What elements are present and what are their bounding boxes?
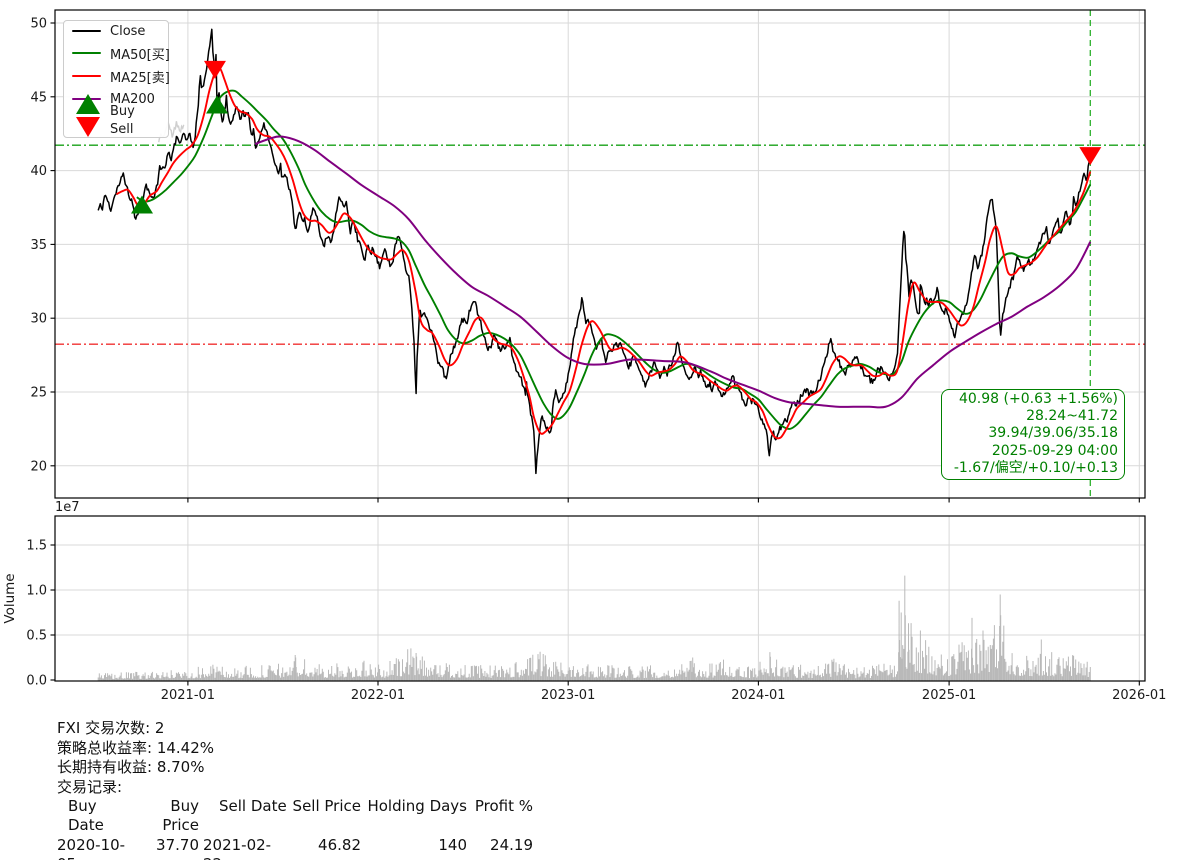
volume-offset-label: 1e7: [55, 500, 80, 515]
cell: 2021-02-22: [203, 835, 272, 860]
price-tick-label: 45: [30, 90, 47, 105]
date-tick-label: 2025-01: [922, 688, 976, 703]
legend-item-close: Close: [64, 21, 145, 41]
close-line-swatch-icon: [72, 29, 101, 33]
trade-count-line: FXI 交易次数: 2: [57, 719, 165, 737]
ma50-line: [136, 89, 1092, 430]
cell: 24.19: [490, 835, 533, 854]
date-tick-label: 2022-01: [351, 688, 405, 703]
strategy-return-line: 策略总收益率: 14.42%: [57, 738, 215, 757]
close-line: [97, 28, 1092, 475]
volume-tick-label: 0.0: [26, 674, 47, 689]
volume-panel-border: [54, 515, 1146, 682]
ma50-line-swatch-icon: [72, 51, 101, 55]
price-tick-label: 20: [30, 459, 47, 474]
volume-tick-label: 1.5: [26, 539, 47, 554]
annotation-date-line: 2025-09-29 04:00: [991, 442, 1118, 459]
price-tick-label: 35: [30, 238, 47, 253]
legend: Close MA50[买] MA25[卖] MA200 Buy Sell: [63, 20, 170, 138]
ma25-line: [116, 66, 1092, 440]
volume-bars: [97, 575, 1091, 681]
price-panel-border: [54, 9, 1146, 499]
legend-label: MA200: [110, 91, 155, 107]
annotation-signal-line: -1.67/偏空/+0.10/+0.13: [953, 459, 1118, 476]
legend-label: MA50[买]: [110, 47, 170, 63]
date-tick-label: 2023-01: [541, 688, 595, 703]
sell-marker: [203, 60, 226, 79]
legend-label-sell: Sell: [110, 122, 134, 137]
price-tick-label: 40: [30, 164, 47, 179]
col-buy-date: Buy Date: [68, 797, 104, 835]
price-tick-label: 25: [30, 386, 47, 401]
volume-tick-label: 0.5: [26, 629, 47, 644]
legend-label: Close: [110, 23, 146, 39]
cell: 2020-10-05: [57, 835, 126, 860]
col-sell-date: Sell Date: [219, 797, 287, 815]
buy-triangle-icon: [76, 94, 100, 114]
col-holding-days: Holding Days: [367, 797, 467, 815]
ma25-line-swatch-icon: [72, 74, 101, 78]
date-tick-label: 2021-01: [161, 688, 215, 703]
quote-annotation-box: 40.98 (+0.63 +1.56%) 28.24~41.72 39.94/3…: [941, 389, 1125, 481]
legend-label-buy: Buy: [110, 104, 135, 119]
legend-label: MA25[卖]: [110, 70, 170, 86]
trade-record-title: 交易记录:: [57, 777, 123, 796]
annotation-price-line: 40.98 (+0.63 +1.56%): [958, 391, 1118, 407]
volume-tick-label: 1.0: [26, 584, 47, 599]
col-sell-price: Sell Price: [292, 797, 361, 815]
col-profit: Profit %: [474, 797, 533, 815]
annotation-ma-line: 39.94/39.06/35.18: [988, 425, 1118, 442]
price-tick-label: 50: [30, 17, 47, 32]
sell-marker: [1079, 147, 1102, 166]
date-tick-label: 2026-01: [1112, 688, 1166, 703]
cell: 37.70: [156, 835, 199, 854]
col-buy-price: Buy Price: [162, 797, 199, 835]
trade-table-header: Buy Date Buy Price Sell Date Sell Price …: [57, 797, 533, 836]
price-volume-chart: 20 25 30 35 40 45 50 2021-01 2022-01 2023-01 2024-…: [2, 9, 1166, 703]
price-tick-label: 30: [30, 312, 47, 327]
volume-axis-label: Volume: [2, 573, 18, 623]
trade-table: Buy Date Buy Price Sell Date Sell Price …: [57, 797, 533, 860]
ma200-line: [254, 135, 1092, 409]
cell: 140: [438, 835, 467, 854]
strategy-stats: FXI 交易次数: 2 策略总收益率: 14.42% 长期持有收益: 8.70%…: [57, 719, 533, 860]
sell-triangle-icon: [76, 117, 100, 137]
date-tick-label: 2024-01: [731, 688, 785, 703]
legend-item-ma50: MA50[买]: [64, 43, 170, 63]
hold-return-line: 长期持有收益: 8.70%: [57, 758, 205, 776]
annotation-range-line: 28.24~41.72: [1026, 408, 1118, 425]
trade-row: 2020-10-05 37.70 2021-02-22 46.82 140 24…: [57, 836, 533, 860]
buy-sell-marker-icon: [76, 94, 100, 137]
buy-marker: [206, 95, 229, 114]
cell: 46.82: [318, 835, 361, 854]
legend-item-ma25: MA25[卖]: [64, 66, 170, 86]
buy-marker: [131, 195, 154, 214]
